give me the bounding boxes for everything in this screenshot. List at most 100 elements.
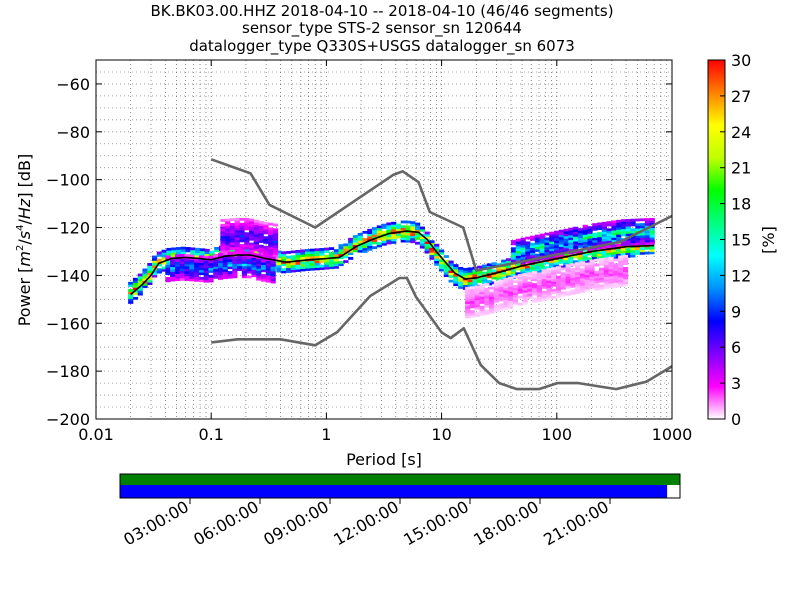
heatmap-cell [582, 234, 588, 238]
y-tick-label: −180 [46, 362, 90, 381]
heatmap-cell [541, 278, 547, 282]
heatmap-cell [555, 268, 562, 272]
heatmap-cell [249, 218, 255, 222]
heatmap-cell [261, 269, 267, 273]
heatmap-cell [458, 266, 464, 270]
heatmap-cell [166, 259, 172, 263]
heatmap-cell [553, 249, 560, 253]
colorbar-tick-label: 30 [731, 51, 751, 70]
heatmap-cell [400, 234, 406, 238]
heatmap-cell [616, 236, 622, 240]
heatmap-cell [180, 251, 186, 255]
heatmap-cell [565, 292, 571, 296]
heatmap-cell [517, 283, 523, 287]
heatmap-cell [501, 276, 507, 280]
heatmap-cell [649, 227, 655, 231]
heatmap-cell [622, 266, 629, 270]
heatmap-cell [276, 269, 282, 273]
heatmap-cell [579, 278, 586, 281]
heatmap-cell [615, 248, 622, 252]
heatmap-cell [256, 258, 262, 262]
heatmap-cell [635, 223, 641, 227]
heatmap-cell [203, 279, 209, 283]
heatmap-cell [616, 243, 622, 247]
heatmap-cell [333, 251, 339, 255]
heatmap-cell [601, 224, 608, 228]
heatmap-cell [217, 274, 224, 278]
heatmap-cell [555, 294, 562, 298]
heatmap-cell [503, 302, 509, 305]
heatmap-cell [244, 246, 250, 250]
heatmap-cell [592, 239, 598, 243]
heatmap-cell [620, 226, 627, 230]
heatmap-cell [232, 270, 238, 274]
heatmap-cell [199, 248, 206, 252]
heatmap-cell [249, 249, 255, 253]
heatmap-cell [194, 259, 200, 263]
heatmap-cell [458, 269, 464, 273]
heatmap-cell [469, 293, 476, 297]
heatmap-cell [517, 286, 523, 289]
heatmap-cell [520, 256, 526, 260]
heatmap-cell [190, 249, 196, 253]
heatmap-cell [272, 249, 279, 253]
heatmap-cell [239, 227, 245, 231]
heatmap-cell [268, 227, 274, 231]
heatmap-cell [465, 313, 471, 316]
heatmap-cell [263, 253, 269, 256]
heatmap-cell [381, 240, 387, 244]
y-label-part: / [15, 219, 34, 225]
heatmap-cell [263, 241, 269, 244]
heatmap-cell [333, 249, 339, 252]
heatmap-cell [503, 278, 509, 281]
heatmap-cell [575, 283, 581, 287]
heatmap-cell [179, 261, 185, 264]
heatmap-cell [584, 267, 590, 271]
heatmap-cell [489, 294, 495, 297]
heatmap-cell [372, 231, 378, 235]
heatmap-cell [348, 252, 354, 256]
heatmap-cell [644, 237, 651, 241]
heatmap-cell [465, 289, 471, 293]
heatmap-cell [467, 281, 473, 285]
heatmap-cell [611, 230, 617, 233]
heatmap-cell [270, 278, 276, 282]
heatmap-cell [268, 239, 274, 243]
heatmap-cell [558, 241, 564, 245]
heatmap-cell [596, 253, 602, 257]
heatmap-cell [644, 251, 650, 255]
heatmap-cell [251, 264, 257, 268]
heatmap-cell [258, 223, 264, 227]
heatmap-cell [234, 241, 240, 245]
heatmap-cell [443, 267, 449, 270]
heatmap-cell [338, 253, 344, 257]
heatmap-cell [510, 254, 517, 258]
heatmap-cell [203, 275, 209, 278]
heatmap-cell [525, 251, 531, 254]
heatmap-cell [582, 224, 588, 228]
heatmap-cell [649, 239, 655, 243]
heatmap-cell [622, 278, 629, 282]
heatmap-cell [244, 217, 250, 221]
heatmap-cell [520, 254, 526, 258]
heatmap-cell [217, 267, 224, 271]
heatmap-cell [410, 233, 416, 236]
heatmap-cell [601, 253, 607, 256]
heatmap-cell [501, 262, 507, 265]
heatmap-cell [625, 238, 631, 241]
heatmap-cell [227, 261, 233, 265]
heatmap-cell [525, 243, 531, 247]
heatmap-cell [594, 270, 600, 274]
heatmap-cell [241, 273, 248, 276]
heatmap-cell [448, 260, 454, 264]
heatmap-cell [527, 274, 533, 278]
heatmap-cell [213, 268, 219, 272]
heatmap-cell [479, 286, 485, 290]
heatmap-cell [305, 268, 311, 271]
heatmap-cell [589, 271, 595, 275]
heatmap-cell [362, 247, 368, 251]
heatmap-cell [575, 276, 581, 280]
heatmap-cell [525, 248, 531, 252]
heatmap-cell [517, 302, 523, 306]
